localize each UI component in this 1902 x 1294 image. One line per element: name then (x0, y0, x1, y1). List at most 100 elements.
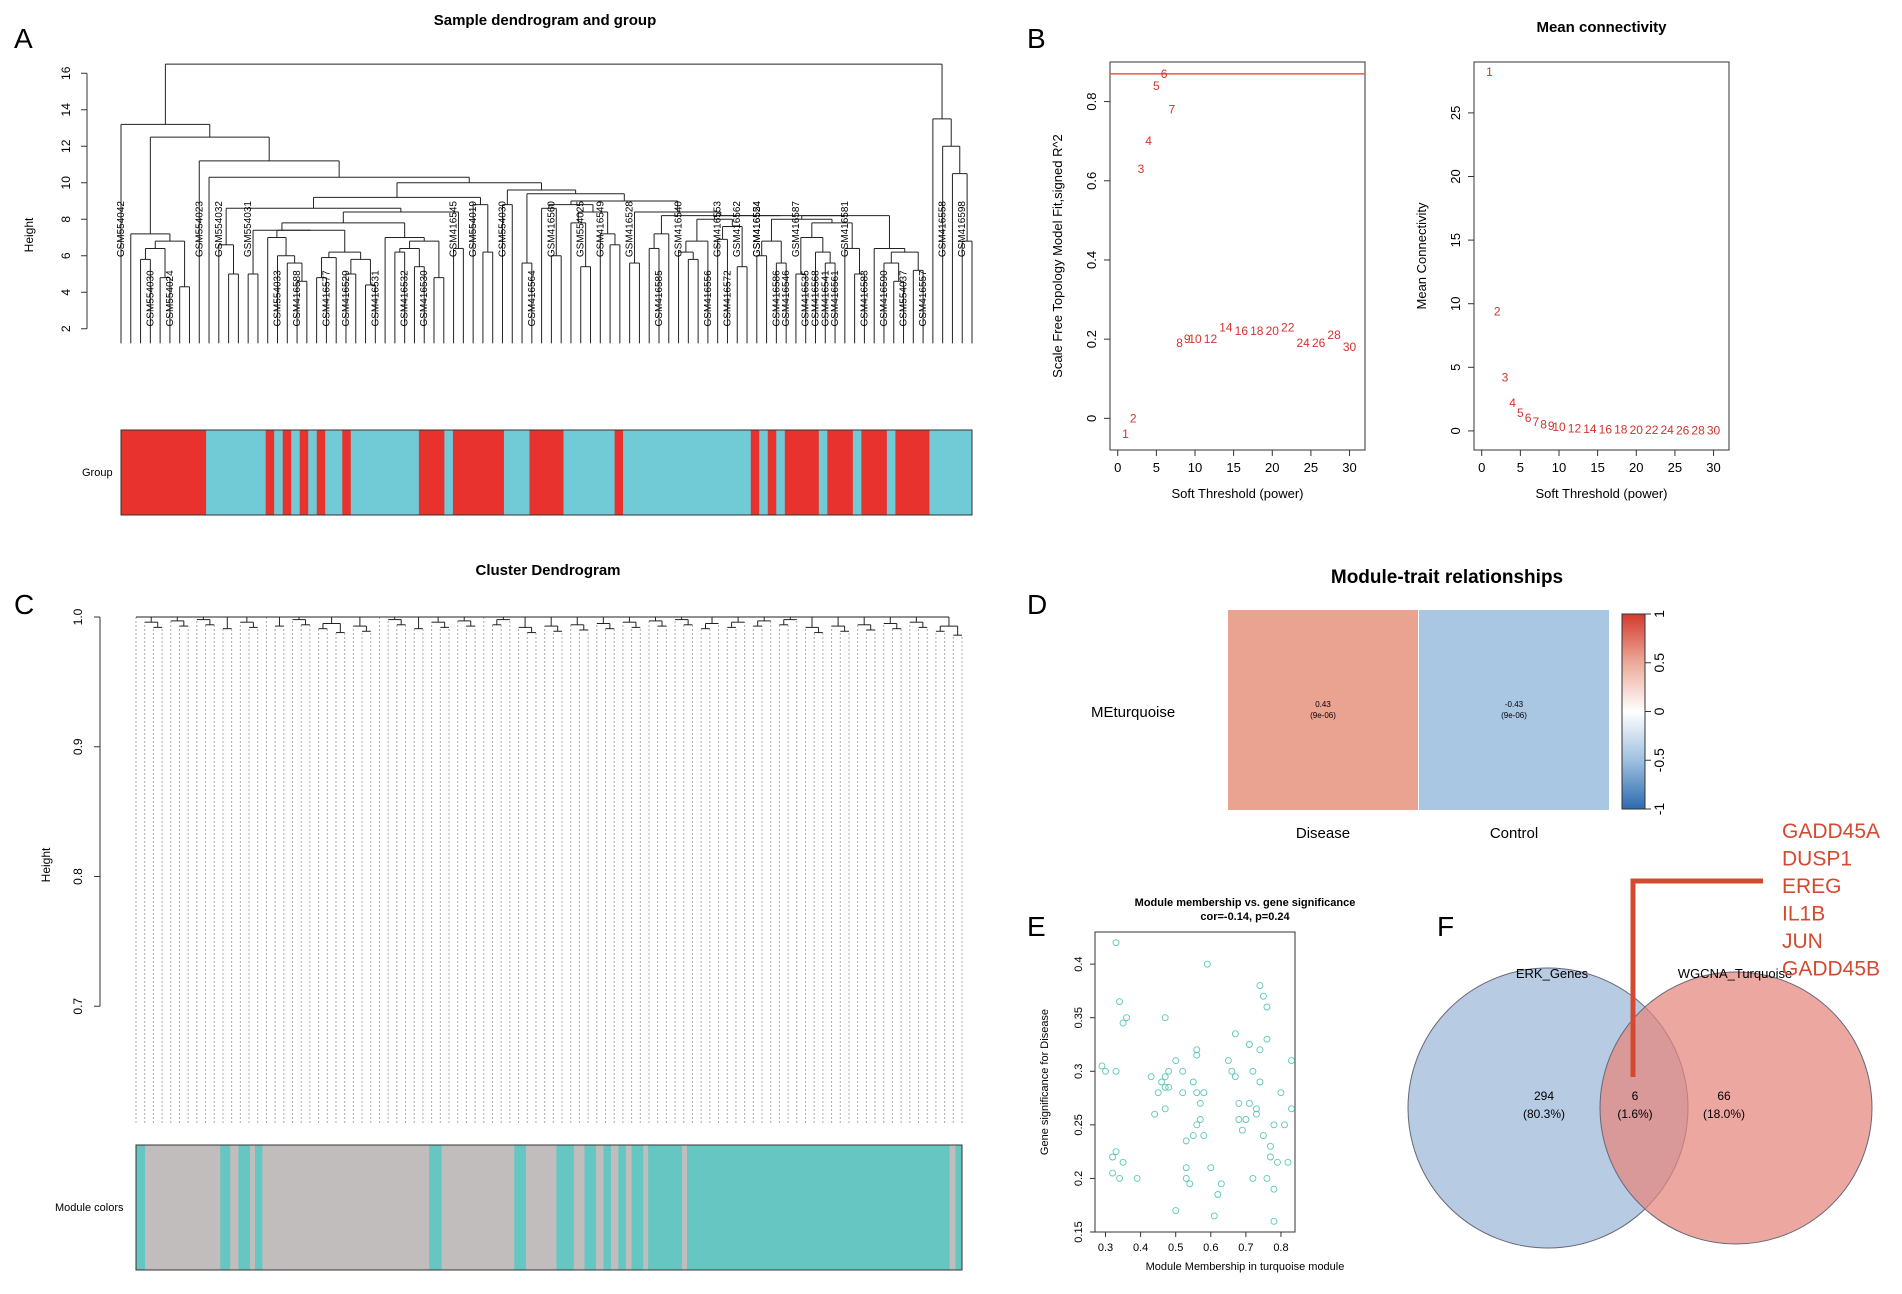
power-point-label: 14 (1583, 422, 1597, 436)
module-segment-turquoise (136, 1145, 146, 1270)
panel-d-letter: D (1027, 589, 1047, 620)
scatter-point (1186, 1180, 1194, 1188)
y-axis-label: Mean Connectivity (1414, 202, 1429, 309)
sample-leaf-label: GSM554033 (273, 270, 284, 327)
module-segment-grey (610, 1145, 619, 1270)
module-segment-grey (573, 1145, 586, 1270)
power-point-label: 9 (1548, 419, 1555, 433)
group-segment-disease (767, 430, 777, 515)
scatter-point (1266, 1153, 1274, 1161)
group-segment-disease (750, 430, 760, 515)
scatter-point (1270, 1121, 1278, 1129)
module-segment-turquoise (631, 1145, 644, 1270)
panel-e-letter: E (1027, 911, 1046, 942)
module-segment-grey (525, 1145, 557, 1270)
group-segment-disease (299, 430, 309, 515)
power-point-label: 6 (1525, 411, 1532, 425)
venn-set-label: ERK_Genes (1516, 966, 1589, 981)
power-point-label: 22 (1645, 423, 1659, 437)
scatter-point (1196, 1099, 1204, 1107)
y-tick-label: 12 (59, 139, 73, 153)
heatmap-title: Module-trait relationships (1331, 567, 1563, 588)
venn-region-count: 294 (1534, 1089, 1554, 1103)
group-segment-disease (827, 430, 854, 515)
sample-leaf-label: GSM416562 (732, 201, 743, 258)
x-tick-label: 0.8 (1273, 1242, 1288, 1254)
y-tick-label: 0.2 (1084, 330, 1099, 348)
sample-leaf-label: GSM554019 (468, 201, 479, 258)
scatter-point (1158, 1078, 1166, 1086)
scatter-point (1147, 1073, 1155, 1081)
sample-leaf-label: GSM416549 (595, 201, 606, 258)
sample-leaf-label: GSM416541 (820, 270, 831, 327)
venn-region-percent: (18.0%) (1703, 1107, 1745, 1121)
y-tick-label: 0 (1084, 415, 1099, 422)
sample-leaf-label: GSM554030 (145, 270, 156, 327)
y-tick-label: 0 (1448, 427, 1463, 434)
panel-e: E Module membership vs. gene significanc… (1027, 897, 1355, 1273)
x-tick-label: 25 (1304, 460, 1318, 475)
scatter-point (1200, 1089, 1208, 1097)
y-tick-label: 0.8 (1084, 93, 1099, 111)
group-segment-control (325, 430, 343, 515)
heatmap-cell-pvalue: (9e-06) (1501, 711, 1527, 720)
sample-leaf-label: GSM554042 (116, 201, 127, 258)
venn-region-percent: (80.3%) (1523, 1107, 1565, 1121)
scatter-point (1161, 1105, 1169, 1113)
scatter-point (1214, 1191, 1222, 1198)
panel-a-y-axis: 2 4 6 8 10 12 14 16 (59, 66, 88, 332)
plot-frame (1094, 931, 1296, 1233)
y-tick-label: 10 (1448, 296, 1463, 310)
power-point-label: 4 (1145, 134, 1152, 148)
scatter-point (1249, 1174, 1257, 1182)
y-axis-label: Scale Free Topology Model Fit,signed R^2 (1050, 134, 1065, 378)
scatter-point (1252, 1110, 1260, 1118)
sample-leaf-label: GSM416561 (830, 270, 841, 327)
group-segment-disease (418, 430, 445, 515)
scatter-point (1256, 1078, 1264, 1086)
group-segment-disease (265, 430, 275, 515)
scatter-point (1196, 1116, 1204, 1123)
scatter-point (1109, 1153, 1116, 1161)
scatter-point (1193, 1046, 1201, 1054)
scatter-point (1200, 1132, 1208, 1140)
y-tick-label: 0.15 (1073, 1221, 1085, 1242)
group-segment-control (206, 430, 267, 515)
x-tick-label: 15 (1590, 460, 1604, 475)
sample-leaf-label: GSM416564 (527, 270, 538, 327)
module-segment-grey (249, 1145, 256, 1270)
y-tick-label: 1.0 (71, 608, 85, 625)
sample-leaf-label: GSM554030 (497, 201, 508, 258)
y-tick-label: 0.7 (71, 998, 85, 1015)
scatter-point (1270, 1185, 1278, 1193)
module-segment-turquoise (955, 1145, 963, 1270)
y-tick-label: 8 (59, 216, 73, 223)
power-point-label: 3 (1502, 370, 1509, 384)
power-point-label: 12 (1568, 421, 1582, 435)
scatter-point (1231, 1030, 1239, 1038)
group-segment-disease (784, 430, 820, 515)
scatter-point (1179, 1067, 1187, 1075)
scatter-point (1242, 1116, 1250, 1123)
intersection-gene-label: DUSP1 (1782, 848, 1852, 871)
x-tick-label: 0.3 (1098, 1242, 1113, 1254)
power-point-label: 5 (1153, 79, 1160, 93)
sample-leaf-label: GSM416528 (625, 201, 636, 258)
sample-leaf-label: GSM416557 (918, 270, 929, 327)
group-segment-control (350, 430, 420, 515)
y-tick-label: 0.3 (1073, 1064, 1085, 1079)
group-segment-disease (529, 430, 565, 515)
power-point-label: 8 (1176, 336, 1183, 350)
panel-c-letter: C (14, 589, 34, 620)
panel-a-ylabel: Height (22, 217, 36, 252)
heatmap-cell-pvalue: (9e-06) (1310, 711, 1336, 720)
sample-leaf-label: GSM554025 (576, 201, 587, 258)
power-point-label: 5 (1517, 406, 1524, 420)
scatter-point (1288, 1105, 1295, 1113)
sample-leaf-label: GSM416531 (370, 270, 381, 327)
scatter-point (1245, 1099, 1253, 1107)
scatter-point (1266, 1142, 1274, 1150)
sample-leaf-label: GSM416540 (674, 201, 685, 258)
power-point-label: 2 (1130, 411, 1137, 425)
scatter-point (1277, 1089, 1285, 1097)
